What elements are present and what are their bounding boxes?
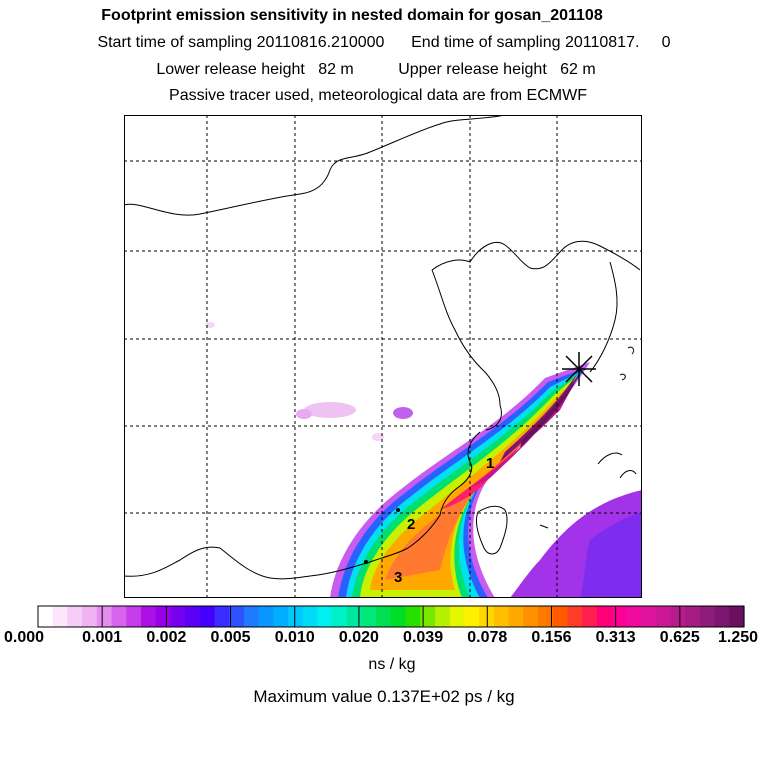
colorbar-swatch (405, 606, 422, 627)
upper-release-height: Upper release height 62 m (398, 61, 596, 78)
colorbar-swatch (52, 606, 69, 627)
colorbar-swatch (361, 606, 377, 627)
colorbar-swatch (670, 606, 686, 627)
sampling-end-suffix: 0 (661, 34, 671, 51)
colorbar-swatch (626, 606, 642, 627)
colorbar-frame (37, 605, 745, 628)
coastlines (124, 115, 641, 580)
colorbar-swatch (641, 606, 657, 627)
colorbar-swatch (582, 606, 598, 627)
release-heights: Lower release height 82 m Upper release … (0, 61, 760, 79)
colorbar-swatch (699, 606, 716, 627)
colorbar-swatch (258, 606, 274, 627)
colorbar-swatch (96, 606, 113, 627)
lower-release-height: Lower release height 82 m (156, 61, 354, 78)
colorbar-swatch (493, 606, 510, 627)
colorbar-swatch (596, 606, 613, 627)
cluster-marker-1: 1 (486, 455, 494, 472)
map-content (124, 115, 642, 598)
colorbar-swatch (67, 606, 83, 627)
colorbar-swatch (729, 606, 745, 627)
colorbar-swatch (82, 606, 98, 627)
colorbar-swatch (273, 606, 289, 627)
release-point-icon (562, 352, 596, 386)
sensitivity-spot (304, 402, 356, 418)
colorbar-label: 0.039 (403, 629, 444, 646)
grid (124, 115, 642, 598)
colorbar-label: 0.020 (338, 629, 379, 646)
colorbar-swatch (449, 606, 466, 627)
colorbar-swatch (140, 606, 157, 627)
colorbar-swatch (185, 606, 201, 627)
cluster-marker-2: 2 (407, 516, 415, 533)
colorbar-swatch (126, 606, 142, 627)
cluster-marker-3: 3 (394, 569, 402, 586)
tracer-note: Passive tracer used, meteorological data… (169, 87, 587, 104)
colorbar-swatch (317, 606, 333, 627)
colorbar-label: 1.250 (717, 629, 759, 646)
colorbar-label: 0.156 (531, 629, 572, 646)
colorbar-swatch (214, 606, 230, 627)
colorbar-swatch (111, 606, 127, 627)
colorbar-label: 0.010 (274, 629, 315, 646)
colorbar-swatch (302, 606, 319, 627)
maximum-value: Maximum value 0.137E+02 ps / kg (253, 687, 515, 706)
colorbar-swatch (508, 606, 524, 627)
colorbar-swatch (464, 606, 480, 627)
sampling-times: Start time of sampling 20110816.210000 E… (0, 34, 768, 52)
colorbar (37, 605, 745, 628)
colorbar-swatch (714, 606, 730, 627)
colorbar-label: 0.002 (146, 629, 187, 646)
map-title: Footprint emission sensitivity in nested… (101, 7, 603, 24)
colorbar-label: 0.005 (210, 629, 251, 646)
colorbar-swatch (552, 606, 569, 627)
sampling-end: End time of sampling 20110817. (411, 34, 640, 51)
colorbar-swatch (288, 606, 304, 627)
colorbar-swatch (391, 606, 407, 627)
colorbar-swatch (332, 606, 348, 627)
colorbar-label: 0.000 (3, 629, 45, 646)
colorbar-label: 0.001 (82, 629, 123, 646)
colorbar-swatch (38, 606, 54, 627)
colorbar-swatch (611, 606, 627, 627)
colorbar-swatch (243, 606, 260, 627)
sampling-start: Start time of sampling 20110816.210000 (97, 34, 385, 51)
colorbar-label: 0.313 (595, 629, 636, 646)
colorbar-swatch (435, 606, 451, 627)
colorbar-swatch (685, 606, 701, 627)
colorbar-swatch (655, 606, 672, 627)
colorbar-swatch (376, 606, 392, 627)
colorbar-label: 0.078 (467, 629, 508, 646)
colorbar-swatch (420, 606, 436, 627)
sensitivity-spot (393, 407, 413, 419)
colorbar-swatch (567, 606, 583, 627)
colorbar-swatch (229, 606, 245, 627)
colorbar-swatch (538, 606, 554, 627)
colorbar-label: 0.625 (659, 629, 700, 646)
colorbar-swatch (155, 606, 171, 627)
colorbar-swatch (346, 606, 363, 627)
colorbar-swatch (199, 606, 216, 627)
map-frame (124, 115, 642, 598)
colorbar-swatch (523, 606, 539, 627)
colorbar-units: ns / kg (368, 656, 416, 673)
colorbar-swatch (170, 606, 186, 627)
